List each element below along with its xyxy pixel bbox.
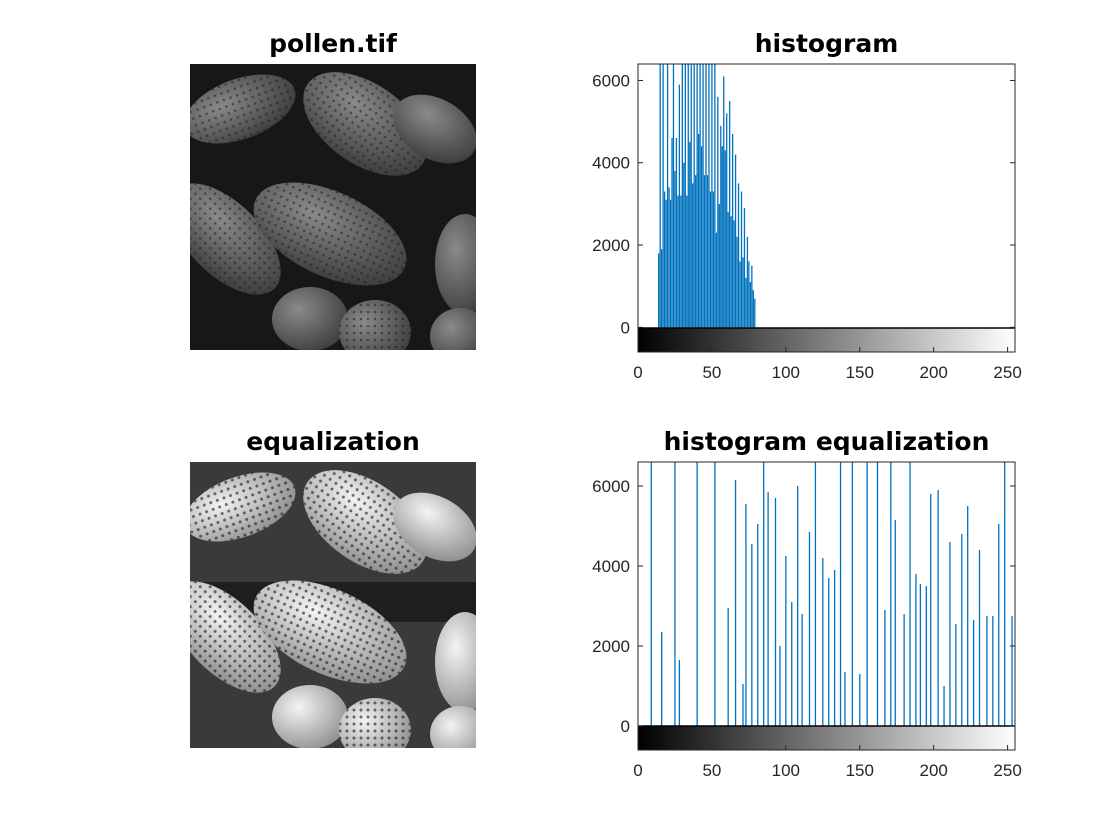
x-tick-label: 250	[993, 761, 1021, 780]
chart-title-histogram: histogram	[754, 29, 899, 58]
pollen-grains	[190, 72, 476, 350]
x-tick-label: 100	[772, 761, 800, 780]
x-tick-label: 250	[993, 363, 1021, 382]
image-title-original: pollen.tif	[269, 29, 397, 58]
x-tick-label: 200	[919, 761, 947, 780]
plot-area	[638, 462, 1015, 750]
intensity-colorbar	[638, 726, 1015, 750]
chart-title-histogram-equalization: histogram equalization	[663, 427, 990, 456]
x-tick-label: 150	[846, 363, 874, 382]
y-tick-label: 2000	[592, 637, 630, 656]
y-tick-label: 6000	[592, 71, 630, 90]
plot-area	[638, 64, 1015, 352]
axes-box	[637, 63, 1016, 353]
original-pollen-image	[190, 64, 476, 350]
x-tick-label: 50	[702, 363, 721, 382]
y-tick-label: 6000	[592, 477, 630, 496]
y-tick-label: 4000	[592, 154, 630, 173]
y-tick-label: 0	[621, 318, 630, 337]
equalized-pollen-drawing	[190, 462, 476, 748]
y-tick-label: 0	[621, 717, 630, 736]
y-tick-label: 2000	[592, 236, 630, 255]
equalized-pollen-image	[190, 462, 476, 748]
pollen-grains-equalized	[190, 470, 476, 748]
x-tick-label: 0	[633, 363, 642, 382]
image-title-equalized: equalization	[246, 427, 420, 456]
intensity-colorbar	[638, 328, 1015, 352]
y-tick-label: 4000	[592, 557, 630, 576]
axes-box	[637, 461, 1016, 751]
x-tick-label: 50	[702, 761, 721, 780]
x-tick-label: 0	[633, 761, 642, 780]
x-tick-label: 200	[919, 363, 947, 382]
x-tick-label: 150	[846, 761, 874, 780]
original-pollen-drawing	[190, 64, 476, 350]
x-tick-label: 100	[772, 363, 800, 382]
